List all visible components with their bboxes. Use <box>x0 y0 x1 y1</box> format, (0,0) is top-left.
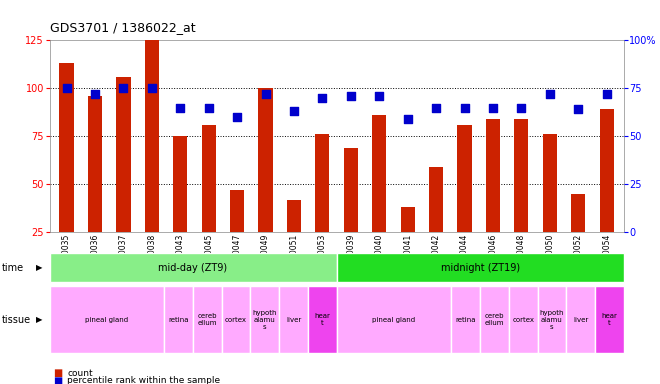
Text: hear
t: hear t <box>314 313 330 326</box>
Point <box>573 106 583 113</box>
Text: hypoth
alamu
s: hypoth alamu s <box>253 310 277 330</box>
Bar <box>230 190 244 280</box>
Text: percentile rank within the sample: percentile rank within the sample <box>67 376 220 384</box>
Bar <box>480 286 509 353</box>
Bar <box>59 63 74 280</box>
Bar <box>50 253 337 282</box>
Point <box>232 114 242 120</box>
Text: tissue: tissue <box>2 314 31 325</box>
Bar <box>116 77 131 280</box>
Bar <box>537 286 566 353</box>
Bar <box>50 286 164 353</box>
Text: ■: ■ <box>53 368 62 378</box>
Bar <box>337 286 451 353</box>
Bar <box>566 286 595 353</box>
Bar <box>201 125 216 280</box>
Bar <box>279 286 308 353</box>
Point <box>317 95 327 101</box>
Text: mid-day (ZT9): mid-day (ZT9) <box>158 263 228 273</box>
Point <box>516 104 527 111</box>
Point <box>459 104 470 111</box>
Bar <box>599 109 614 280</box>
Text: time: time <box>2 263 24 273</box>
Bar <box>250 286 279 353</box>
Bar <box>259 88 273 280</box>
Text: pineal gland: pineal gland <box>372 317 416 323</box>
Point <box>118 85 129 91</box>
Text: cereb
ellum: cereb ellum <box>197 313 217 326</box>
Bar <box>344 148 358 280</box>
Bar <box>451 286 480 353</box>
Text: ▶: ▶ <box>36 315 43 324</box>
Point <box>61 85 72 91</box>
Bar <box>315 134 329 280</box>
Bar <box>514 119 529 280</box>
Point <box>403 116 413 122</box>
Text: cortex: cortex <box>512 317 534 323</box>
Bar <box>429 167 444 280</box>
Bar <box>571 194 585 280</box>
Text: cereb
ellum: cereb ellum <box>484 313 504 326</box>
Point <box>544 91 555 97</box>
Text: hypoth
alamu
s: hypoth alamu s <box>540 310 564 330</box>
Text: GDS3701 / 1386022_at: GDS3701 / 1386022_at <box>50 21 195 34</box>
Bar <box>337 253 624 282</box>
Bar <box>595 286 624 353</box>
Bar <box>308 286 337 353</box>
Point <box>260 91 271 97</box>
Text: pineal gland: pineal gland <box>85 317 129 323</box>
Bar <box>486 119 500 280</box>
Bar <box>509 286 537 353</box>
Point <box>488 104 498 111</box>
Bar <box>287 200 301 280</box>
Text: liver: liver <box>573 317 588 323</box>
Text: ▶: ▶ <box>36 263 43 272</box>
Point <box>90 91 100 97</box>
Text: midnight (ZT19): midnight (ZT19) <box>441 263 519 273</box>
Point <box>601 91 612 97</box>
Point <box>175 104 185 111</box>
Text: liver: liver <box>286 317 301 323</box>
Text: retina: retina <box>168 317 189 323</box>
Bar <box>193 286 222 353</box>
Point <box>203 104 214 111</box>
Bar <box>88 96 102 280</box>
Text: hear
t: hear t <box>601 313 617 326</box>
Point <box>374 93 385 99</box>
Bar <box>457 125 472 280</box>
Bar <box>173 136 187 280</box>
Point <box>288 108 299 114</box>
Bar <box>145 40 159 280</box>
Point <box>346 93 356 99</box>
Point <box>431 104 442 111</box>
Bar <box>164 286 193 353</box>
Text: count: count <box>67 369 93 378</box>
Text: cortex: cortex <box>225 317 247 323</box>
Bar <box>401 207 414 280</box>
Bar <box>222 286 250 353</box>
Text: retina: retina <box>455 317 476 323</box>
Bar <box>543 134 557 280</box>
Text: ■: ■ <box>53 376 62 384</box>
Point <box>147 85 157 91</box>
Bar <box>372 115 386 280</box>
